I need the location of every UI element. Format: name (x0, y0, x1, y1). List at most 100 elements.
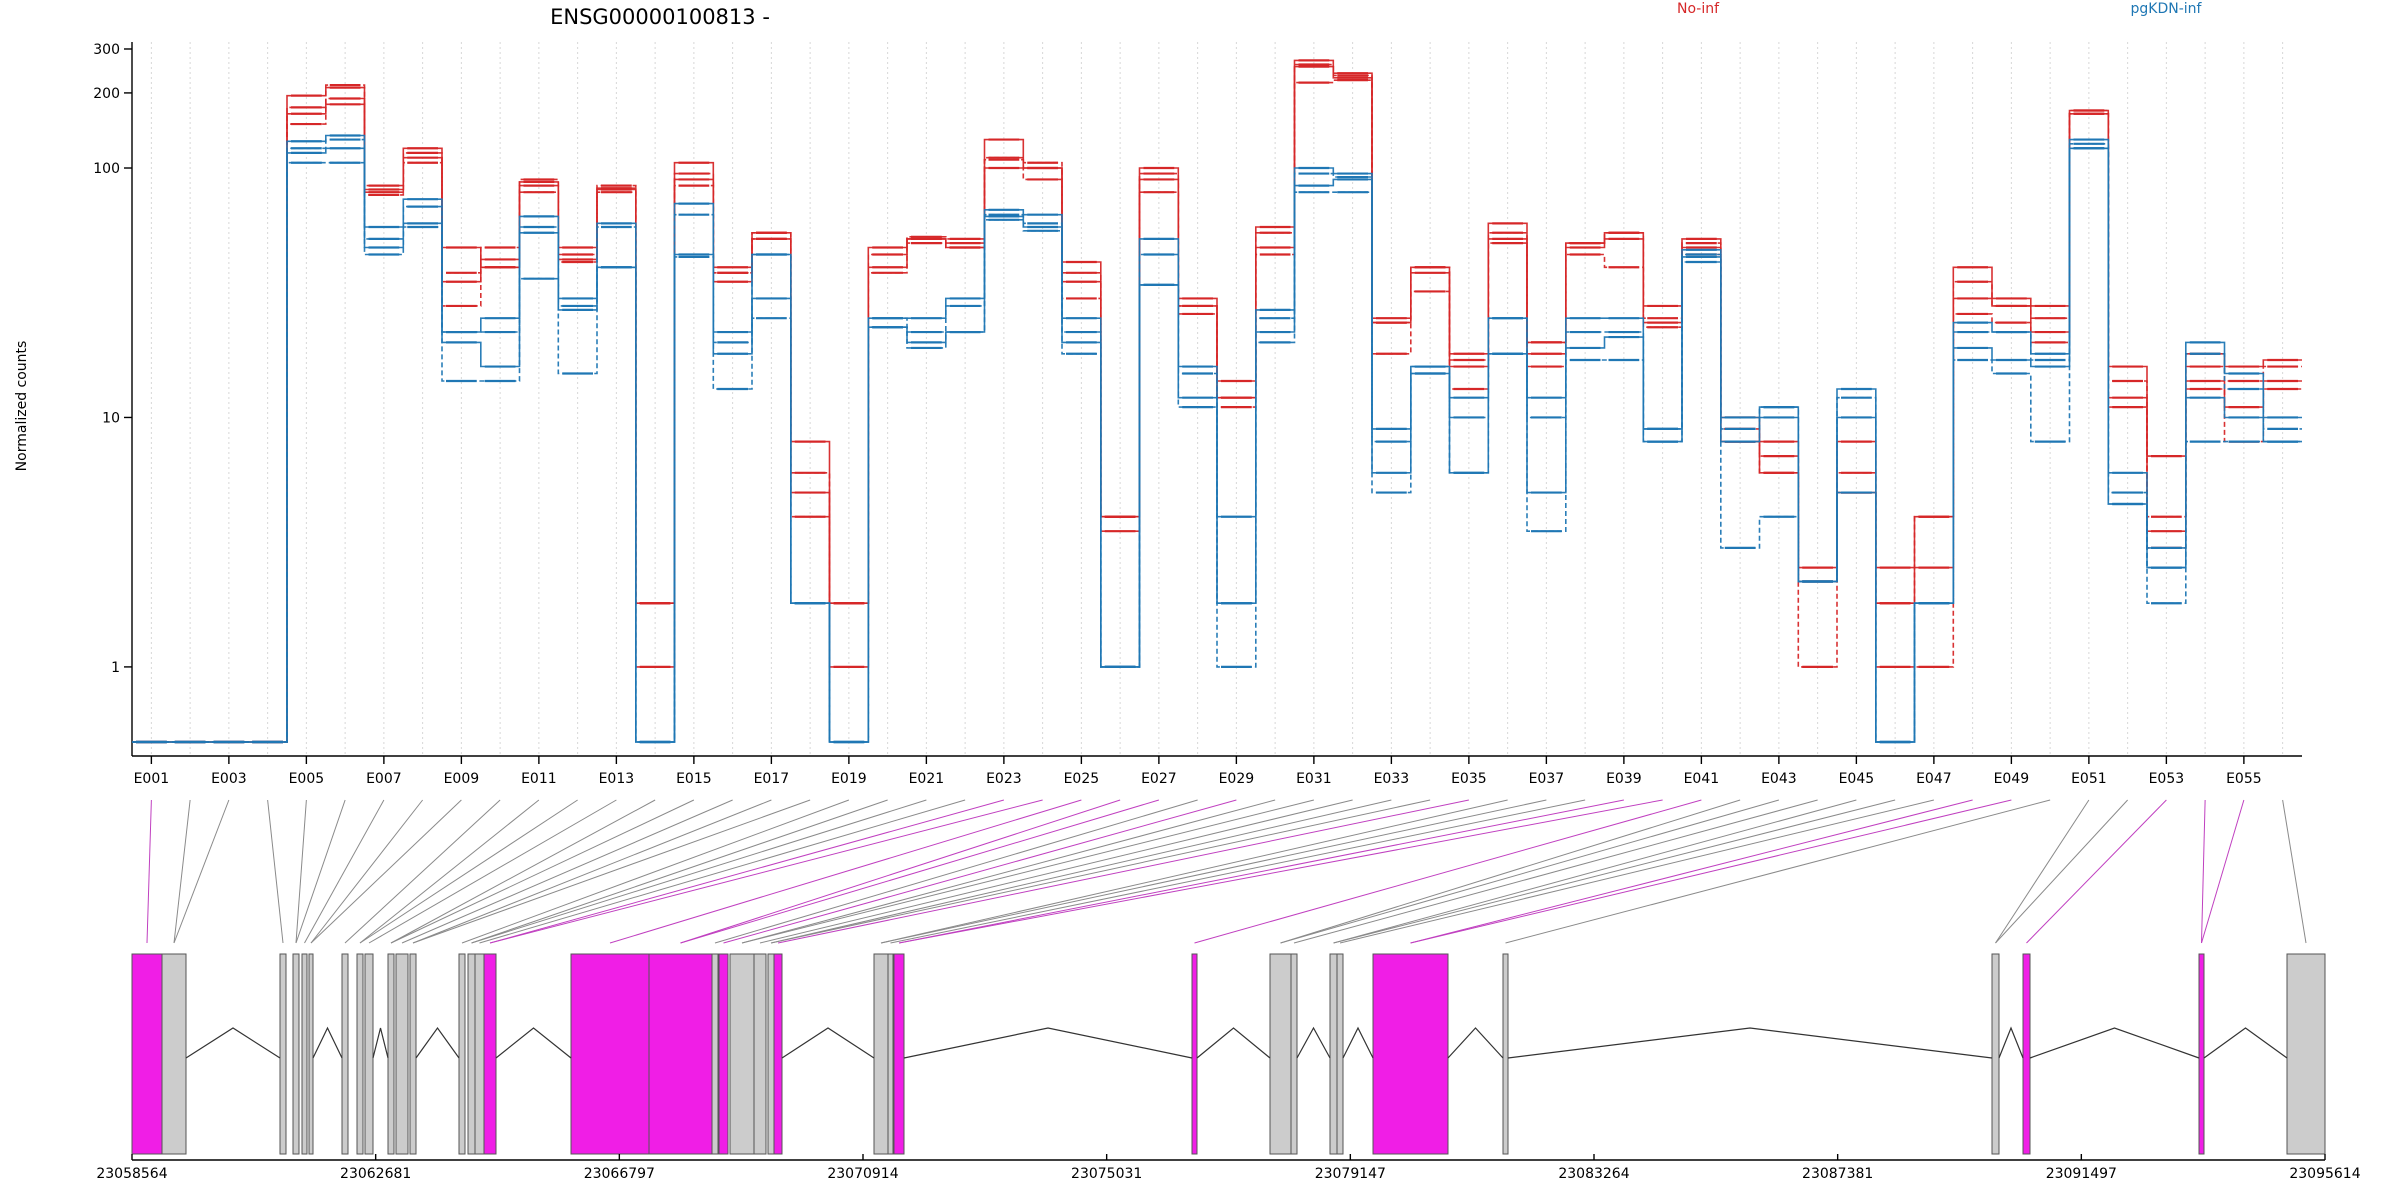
exon-connector-line (680, 799, 1121, 944)
x-tick-label: E033 (1374, 771, 1410, 787)
exon-connector-line (741, 799, 1314, 944)
x-tick-label: E053 (2149, 771, 2185, 787)
exon-connector-line (295, 799, 346, 944)
intron-line (2029, 1027, 2200, 1059)
exon-connector-line (1333, 799, 1896, 944)
exon-block (1372, 953, 1449, 1155)
exon-block (458, 953, 466, 1155)
exon-block (341, 953, 349, 1155)
exon-connector-line (390, 799, 695, 944)
x-tick-label: E021 (909, 771, 945, 787)
coordinate-label: 23075031 (1071, 1166, 1142, 1182)
exon-connector-line (2026, 799, 2167, 944)
x-tick-label: E045 (1839, 771, 1875, 787)
exon-connector-line (2201, 799, 2206, 944)
exon-block (131, 953, 163, 1155)
x-tick-label: E009 (444, 771, 480, 787)
coordinate-label: 23095614 (2289, 1166, 2360, 1182)
x-tick-label: E035 (1451, 771, 1487, 787)
x-tick-label: E017 (754, 771, 790, 787)
exon-block (279, 953, 287, 1155)
vertical-grid (150, 42, 2284, 756)
exon-connector-line (880, 799, 1547, 944)
intron-line (1447, 1027, 1504, 1059)
exon-block (474, 953, 485, 1155)
x-tick-label: E055 (2226, 771, 2262, 787)
x-tick-label: E003 (211, 771, 247, 787)
exon-connector-lines (146, 799, 2307, 944)
coordinate-label: 23066797 (584, 1166, 655, 1182)
exon-connector-line (770, 799, 1431, 944)
exon-block (718, 953, 729, 1155)
series-line-pgkdn-inf (132, 147, 2302, 743)
x-tick-label: E027 (1141, 771, 1177, 787)
exon-block (161, 953, 187, 1155)
exon-connector-line (880, 799, 1508, 944)
exon-connector-line (479, 799, 966, 944)
exon-connector-line (1410, 799, 2012, 944)
exon-block (887, 953, 894, 1155)
gene-model (131, 953, 2326, 1161)
exon-connector-line (1995, 799, 2128, 944)
exon-connector-line (1293, 799, 1818, 944)
exon-connector-line (1339, 799, 1934, 944)
x-tick-label: E019 (831, 771, 867, 787)
x-tick-label: E015 (676, 771, 712, 787)
exon-connector-line (1410, 799, 1973, 944)
exon-connector-line (173, 799, 191, 944)
x-tick-label: E029 (1219, 771, 1255, 787)
exon-connector-line (173, 799, 230, 944)
intron-line (372, 1027, 389, 1059)
exon-block (364, 953, 374, 1155)
exon-block (570, 953, 650, 1155)
x-tick-label: E039 (1606, 771, 1642, 787)
exon-block (1329, 953, 1338, 1155)
intron-line (903, 1027, 1193, 1059)
intron-line (312, 1026, 343, 1059)
series-line-pgkdn-inf (132, 147, 2302, 743)
genomic-coordinate-labels: 23058564 23062681 23066797 23070914 23075031… (96, 1154, 2361, 1182)
x-axis: E001 E003 E005 E007 E009 E011 E013 E015 E017 E019… (132, 755, 2302, 787)
exon-connector-line (359, 799, 578, 944)
exon-block (308, 953, 314, 1155)
exon-block (873, 953, 889, 1155)
intron-line (185, 1027, 281, 1059)
y-axis: 1 10 100 200 300 (93, 42, 133, 756)
exon-connector-line (609, 799, 1082, 944)
intron-line (1342, 1026, 1374, 1059)
exon-block (483, 953, 497, 1155)
exon-connector-line (714, 799, 1198, 944)
exon-connector-line (898, 799, 1663, 944)
exon-connector-line (759, 799, 1353, 944)
exon-connector-line (295, 799, 307, 944)
intron-line (1196, 1027, 1271, 1059)
exon-connector-line (680, 799, 1160, 944)
y-tick-label: 300 (93, 42, 120, 58)
coordinate-label: 23079147 (1315, 1166, 1386, 1182)
exon-connector-line (471, 799, 888, 944)
exon-connector-line (412, 799, 772, 944)
exon-connector-line (489, 799, 1005, 944)
exon-block (648, 953, 713, 1155)
x-tick-label: E031 (1296, 771, 1332, 787)
exon-block (1191, 953, 1198, 1155)
exon-connector-line (777, 799, 1469, 944)
intron-line (1998, 1026, 2024, 1059)
exon-connector-line (2201, 799, 2245, 944)
exon-connector-line (471, 799, 927, 944)
coordinate-label: 23083264 (1558, 1166, 1629, 1182)
intron-line (2203, 1027, 2288, 1059)
intron-line (415, 1026, 460, 1059)
intron-line (1507, 1027, 1993, 1059)
exon-block (1269, 953, 1292, 1155)
exon-block (1991, 953, 2000, 1155)
exon-connector-line (2282, 799, 2307, 944)
legend-label-no-inf: No-inf (1677, 1, 1720, 17)
exon-connector-line (146, 799, 152, 944)
exon-block (2198, 953, 2205, 1155)
exon-block (409, 953, 417, 1155)
y-tick-label: 1 (111, 660, 120, 676)
exon-block (767, 953, 775, 1155)
y-axis-label: Normalized counts (14, 341, 30, 472)
coordinate-label: 23058564 (96, 1166, 167, 1182)
